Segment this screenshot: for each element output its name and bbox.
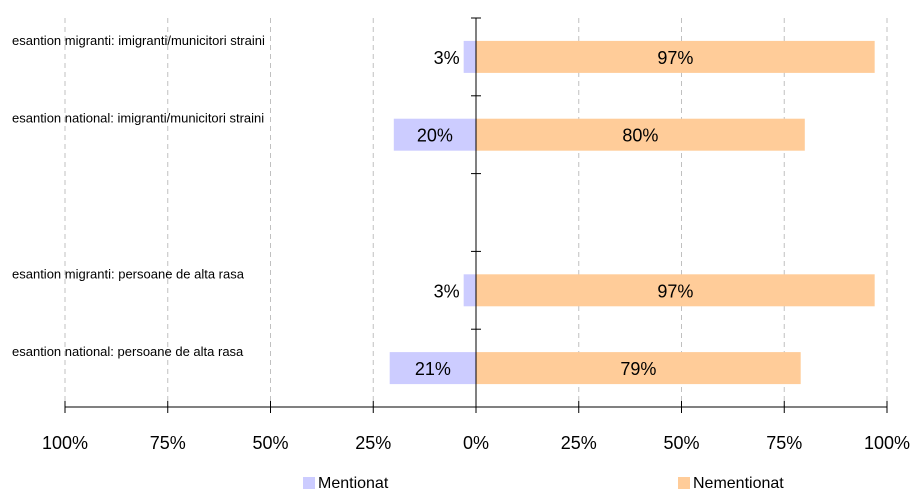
data-label-mentionat: 3% xyxy=(434,281,460,301)
labels: esantion migranti: imigranti/municitori … xyxy=(12,33,693,379)
bars xyxy=(389,40,875,385)
x-tick-label: 75% xyxy=(766,433,802,453)
category-label: esantion national: imigranti/municitori … xyxy=(12,111,264,126)
data-label-mentionat: 3% xyxy=(434,48,460,68)
data-label-mentionat: 20% xyxy=(417,126,453,146)
bar-nementionat xyxy=(476,274,875,307)
data-label-nementionat: 79% xyxy=(620,359,656,379)
legend: Mentionat Nementionat xyxy=(303,475,784,492)
category-label: esantion migranti: imigranti/municitori … xyxy=(12,33,265,48)
data-label-nementionat: 97% xyxy=(657,281,693,301)
category-label: esantion national: persoane de alta rasa xyxy=(12,344,244,359)
x-tick-label: 50% xyxy=(252,433,288,453)
x-tick-label: 75% xyxy=(150,433,186,453)
x-tick-label: 0% xyxy=(463,433,489,453)
data-label-mentionat: 21% xyxy=(415,359,451,379)
bar-mentionat xyxy=(463,274,476,307)
bar-nementionat xyxy=(476,40,875,73)
bar-nementionat xyxy=(476,352,801,385)
data-label-nementionat: 80% xyxy=(622,126,658,146)
legend-swatch-mentionat xyxy=(303,477,315,489)
bar-mentionat xyxy=(393,118,476,151)
bar-nementionat xyxy=(476,118,805,151)
x-tick-label: 50% xyxy=(663,433,699,453)
x-tick-label: 100% xyxy=(864,433,910,453)
legend-swatch-nementionat xyxy=(678,477,690,489)
x-tick-label: 100% xyxy=(42,433,88,453)
category-label: esantion migranti: persoane de alta rasa xyxy=(12,266,245,281)
legend-label-mentionat: Mentionat xyxy=(318,475,389,492)
bar-mentionat xyxy=(463,40,476,73)
grid-lines xyxy=(64,18,888,407)
data-label-nementionat: 97% xyxy=(657,48,693,68)
bar-mentionat xyxy=(389,352,476,385)
legend-label-nementionat: Nementionat xyxy=(693,475,784,492)
axes: 100% 75% 50% 25% 0% 25% 50% 75% 100% xyxy=(42,17,910,453)
x-tick-label: 25% xyxy=(355,433,391,453)
x-tick-label: 25% xyxy=(561,433,597,453)
